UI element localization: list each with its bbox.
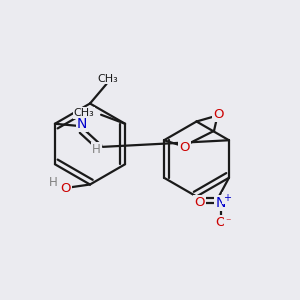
Text: O: O bbox=[215, 216, 226, 229]
Text: H: H bbox=[49, 176, 58, 189]
Text: +: + bbox=[223, 193, 231, 203]
Text: CH₃: CH₃ bbox=[74, 108, 94, 118]
Text: O: O bbox=[194, 196, 205, 209]
Text: CH₃: CH₃ bbox=[98, 74, 118, 84]
Text: N: N bbox=[77, 117, 87, 131]
Text: H: H bbox=[92, 143, 101, 156]
Text: ⁻: ⁻ bbox=[225, 217, 231, 227]
Text: O: O bbox=[60, 182, 71, 195]
Text: O: O bbox=[179, 141, 190, 154]
Text: N: N bbox=[215, 196, 226, 210]
Text: O: O bbox=[213, 108, 224, 121]
